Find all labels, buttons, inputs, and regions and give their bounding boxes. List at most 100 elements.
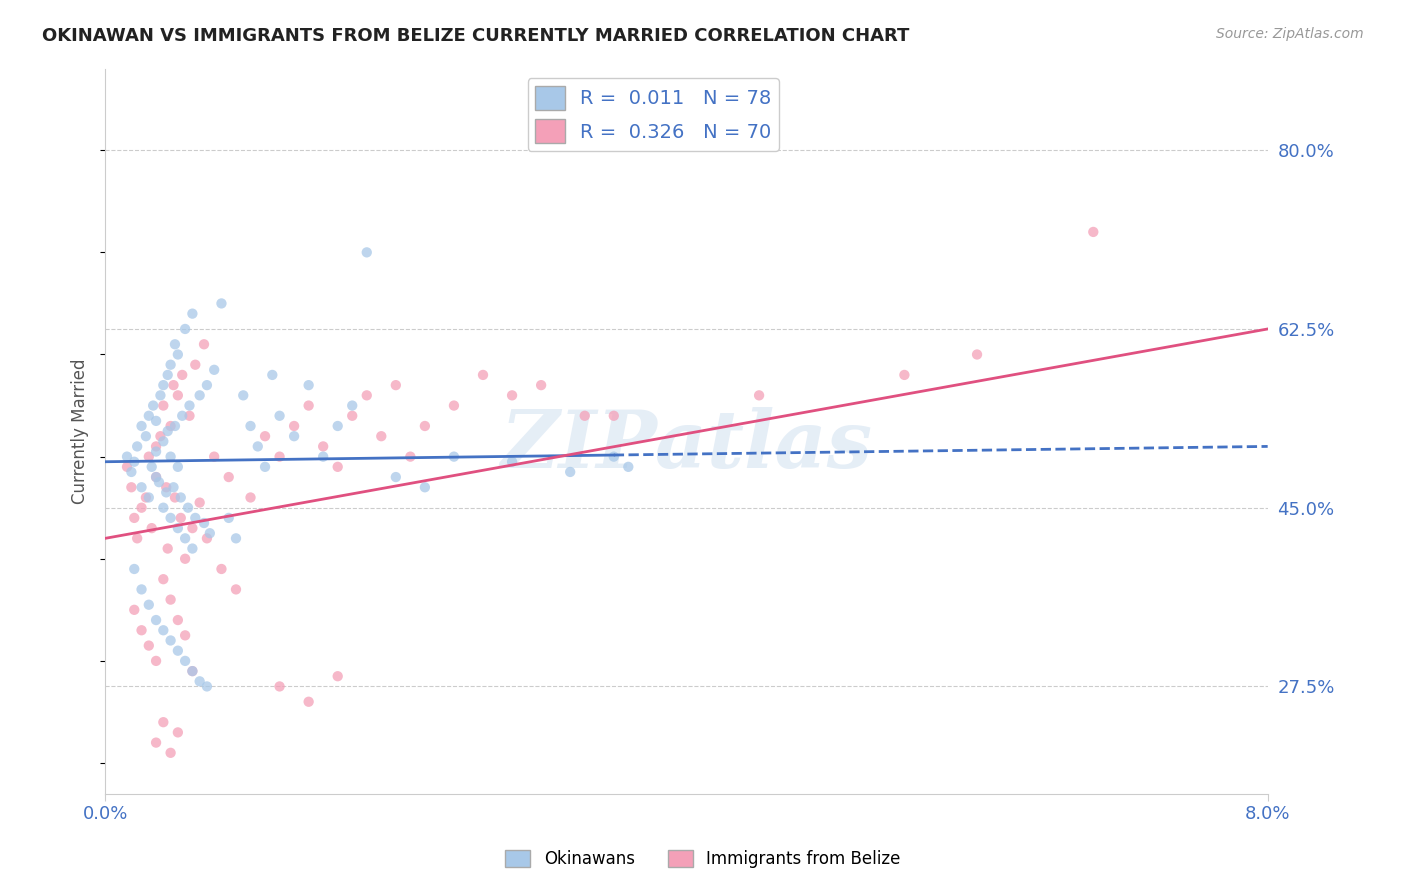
Point [211,296,233,310]
Point [155,480,177,494]
Point [159,633,181,648]
Point [298,399,321,413]
Point [312,439,335,453]
Point [127,532,149,546]
Point [152,624,174,638]
Point [159,419,181,434]
Point [399,450,422,464]
Point [163,491,186,505]
Point [269,450,291,464]
Text: OKINAWAN VS IMMIGRANTS FROM BELIZE CURRENTLY MARRIED CORRELATION CHART: OKINAWAN VS IMMIGRANTS FROM BELIZE CURRE… [42,27,910,45]
Point [167,613,190,627]
Point [181,521,204,535]
Point [152,572,174,586]
Point [159,358,181,372]
Point [283,429,305,443]
Point [181,664,204,678]
Point [170,491,193,505]
Point [149,388,172,402]
Point [443,399,465,413]
Point [298,695,321,709]
Point [184,511,207,525]
Point [748,388,770,402]
Point [174,322,197,336]
Point [135,491,157,505]
Point [283,419,305,434]
Point [254,459,277,474]
Point [188,674,211,689]
Point [174,532,197,546]
Point [135,429,157,443]
Point [172,409,194,423]
Point [167,388,190,402]
Point [145,444,167,458]
Point [138,639,160,653]
Point [1083,225,1105,239]
Point [530,378,553,392]
Point [574,409,596,423]
Point [370,429,392,443]
Point [246,439,269,453]
Point [138,598,160,612]
Point [193,516,215,530]
Point [167,643,190,657]
Point [262,368,284,382]
Point [145,414,167,428]
Point [127,439,149,453]
Legend: R =  0.011   N = 78, R =  0.326   N = 70: R = 0.011 N = 78, R = 0.326 N = 70 [527,78,779,151]
Point [188,495,211,509]
Point [115,459,138,474]
Y-axis label: Currently Married: Currently Married [72,359,89,504]
Point [193,337,215,351]
Point [342,399,364,413]
Point [603,450,626,464]
Point [152,434,174,449]
Point [188,388,211,402]
Point [232,388,254,402]
Point [202,450,225,464]
Point [131,582,153,597]
Point [145,613,167,627]
Point [152,500,174,515]
Legend: Okinawans, Immigrants from Belize: Okinawans, Immigrants from Belize [499,843,907,875]
Point [162,480,184,494]
Point [198,526,221,541]
Point [162,378,184,392]
Point [131,480,153,494]
Point [115,450,138,464]
Point [603,409,626,423]
Point [202,363,225,377]
Point [145,470,167,484]
Point [472,368,495,382]
Point [560,465,582,479]
Point [413,480,436,494]
Point [167,459,190,474]
Point [172,368,194,382]
Point [298,378,321,392]
Point [152,715,174,730]
Point [893,368,915,382]
Point [174,654,197,668]
Point [443,450,465,464]
Point [138,409,160,423]
Point [145,439,167,453]
Point [156,541,179,556]
Text: ZIPatlas: ZIPatlas [501,407,873,484]
Point [342,409,364,423]
Point [138,450,160,464]
Point [167,725,190,739]
Point [155,485,177,500]
Point [184,358,207,372]
Point [239,419,262,434]
Point [167,521,190,535]
Point [124,455,146,469]
Point [167,347,190,361]
Point [218,470,240,484]
Point [195,532,218,546]
Point [145,470,167,484]
Point [141,459,163,474]
Point [501,455,523,469]
Point [124,562,146,576]
Point [179,399,201,413]
Point [163,419,186,434]
